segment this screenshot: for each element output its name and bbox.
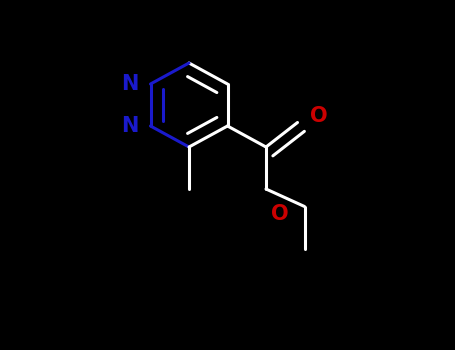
Text: N: N: [121, 116, 138, 136]
Text: O: O: [271, 203, 289, 224]
Text: O: O: [310, 105, 327, 126]
Text: N: N: [121, 74, 138, 94]
